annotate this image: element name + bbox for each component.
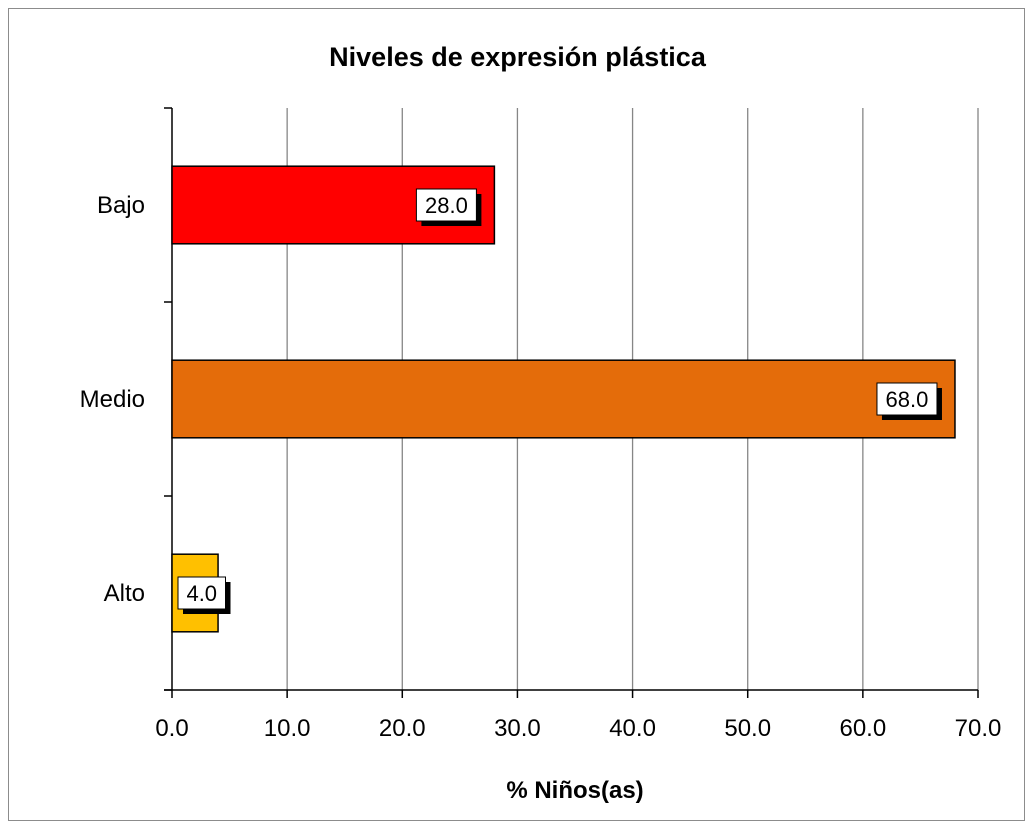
data-label: 28.0 — [425, 193, 468, 218]
x-tick-label: 70.0 — [955, 715, 1002, 742]
data-label-box — [415, 188, 477, 222]
axes: 0.0 10.0 20.0 30.0 40.0 50.0 60.0 70.0 Bajo Medio… — [80, 107, 1002, 742]
data-labels: 28.0 68.0 4.0 — [177, 188, 942, 614]
y-category-label: Alto — [104, 580, 145, 607]
y-category-label: Medio — [80, 386, 145, 413]
data-label-box — [876, 382, 938, 416]
x-tick-label: 40.0 — [609, 715, 656, 742]
x-axis-title: % Niños(as) — [506, 777, 643, 804]
bar-medio — [171, 359, 956, 439]
x-tick-label: 0.0 — [155, 715, 188, 742]
data-label-box — [177, 576, 226, 610]
x-tick-label: 10.0 — [264, 715, 311, 742]
x-tick-label: 20.0 — [379, 715, 426, 742]
data-label: 4.0 — [186, 581, 217, 606]
x-tick-label: 30.0 — [494, 715, 541, 742]
x-tick-label: 50.0 — [724, 715, 771, 742]
data-label: 68.0 — [886, 387, 929, 412]
y-category-label: Bajo — [97, 192, 145, 219]
chart-title: Niveles de expresión plástica — [329, 42, 706, 72]
bars — [171, 165, 956, 633]
x-tick-label: 60.0 — [839, 715, 886, 742]
